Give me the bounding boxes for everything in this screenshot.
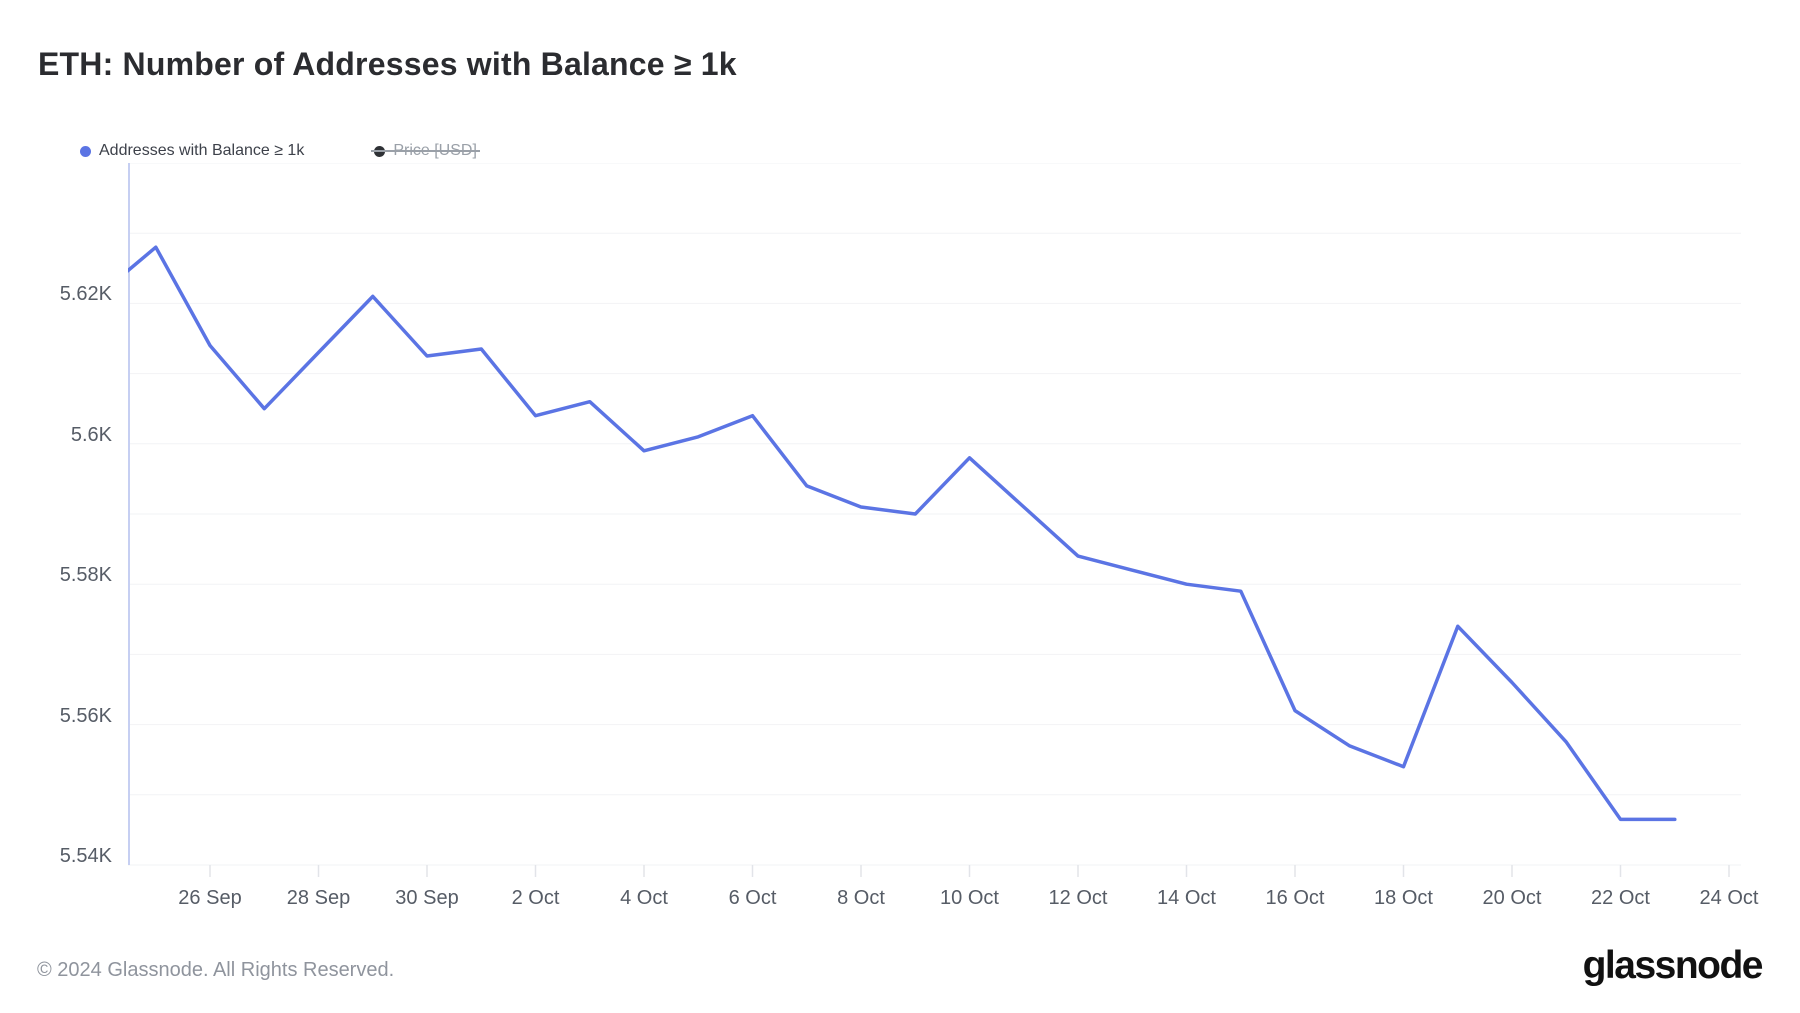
x-axis-label: 14 Oct <box>1157 887 1216 909</box>
legend-item-label: Price [USD] <box>393 142 477 159</box>
series-line-addresses <box>128 245 1677 822</box>
chart-plot-area[interactable] <box>128 163 1741 879</box>
x-axis-label: 30 Sep <box>395 887 459 909</box>
x-axis-label: 2 Oct <box>511 887 560 909</box>
legend-item-label: Addresses with Balance ≥ 1k <box>99 142 305 159</box>
legend-item-price[interactable]: Price [USD] <box>374 141 477 161</box>
x-axis-label: 16 Oct <box>1265 887 1325 909</box>
x-axis-label: 12 Oct <box>1048 887 1108 909</box>
page-title: ETH: Number of Addresses with Balance ≥ … <box>38 46 737 82</box>
x-axis-label: 24 Oct <box>1699 887 1759 909</box>
x-axis-label: 6 Oct <box>728 887 777 909</box>
x-axis-label: 20 Oct <box>1482 887 1542 909</box>
copyright-text: © 2024 Glassnode. All Rights Reserved. <box>37 959 395 981</box>
legend-item-addresses[interactable]: Addresses with Balance ≥ 1k <box>80 141 304 161</box>
x-axis-label: 8 Oct <box>837 887 885 909</box>
y-axis-label: 5.6K <box>70 423 112 446</box>
x-axis-label: 26 Sep <box>178 887 242 909</box>
y-axis-label: 5.58K <box>59 564 112 587</box>
y-axis-label: 5.54K <box>59 845 112 867</box>
x-axis-label: 10 Oct <box>940 887 999 909</box>
legend-dot-icon <box>374 145 386 157</box>
x-axis-label: 4 Oct <box>620 887 668 909</box>
legend-dot-icon <box>80 145 91 157</box>
x-axis-label: 22 Oct <box>1591 887 1650 909</box>
y-axis-label: 5.62K <box>59 283 112 306</box>
glassnode-logo[interactable]: glassnode <box>1582 944 1764 987</box>
chart-legend: Addresses with Balance ≥ 1k Price [USD] <box>80 141 477 161</box>
x-axis-label: 18 Oct <box>1374 887 1433 909</box>
y-axis-label: 5.56K <box>59 704 112 727</box>
x-axis-label: 28 Sep <box>286 887 351 909</box>
